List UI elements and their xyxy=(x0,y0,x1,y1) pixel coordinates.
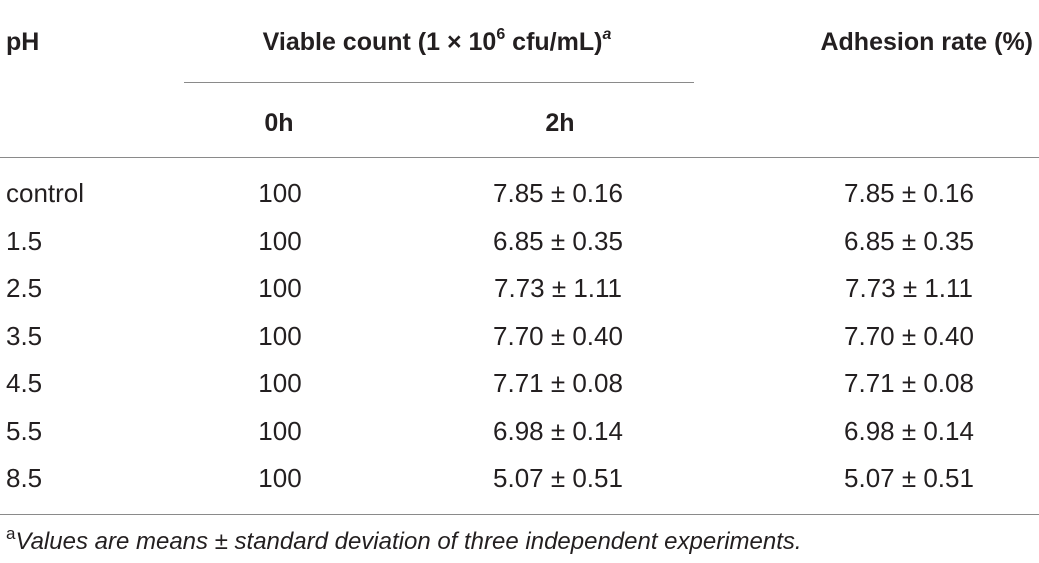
cell-adhesion-rate: 6.98 ± 0.14 xyxy=(844,416,974,446)
header-viable-count: Viable count (1 × 106 cfu/mL)a xyxy=(262,26,612,61)
header-viable-prefix: Viable count (1 × 10 xyxy=(262,28,497,56)
cell-adhesion-rate: 7.70 ± 0.40 xyxy=(844,321,974,351)
header-bottom-rule xyxy=(0,157,1039,158)
cell-0h: 100 xyxy=(258,368,302,398)
cell-adhesion-rate: 6.85 ± 0.35 xyxy=(844,226,974,256)
header-viable-suffix: cfu/mL) xyxy=(505,28,603,56)
footnote-mark: a xyxy=(6,524,16,543)
cell-ph: 2.5 xyxy=(6,273,43,303)
cell-ph: control xyxy=(6,178,85,208)
header-ph: pH xyxy=(6,28,40,56)
cell-2h: 7.70 ± 0.40 xyxy=(493,321,623,351)
header-2h: 2h xyxy=(545,109,575,137)
cell-2h: 6.85 ± 0.35 xyxy=(493,226,623,256)
cell-adhesion-rate: 7.85 ± 0.16 xyxy=(844,178,974,208)
cell-adhesion-rate: 7.71 ± 0.08 xyxy=(844,368,974,398)
cell-0h: 100 xyxy=(258,416,302,446)
cell-ph: 3.5 xyxy=(6,321,43,351)
cell-ph: 8.5 xyxy=(6,463,43,493)
header-viable-footnote-mark: a xyxy=(602,26,612,43)
header-0h: 0h xyxy=(264,109,294,137)
cell-0h: 100 xyxy=(258,226,302,256)
cell-0h: 100 xyxy=(258,273,302,303)
cell-adhesion-rate: 7.73 ± 1.11 xyxy=(845,273,973,303)
cell-2h: 6.98 ± 0.14 xyxy=(493,416,623,446)
cell-2h: 7.71 ± 0.08 xyxy=(493,368,623,398)
header-adhesion-rate: Adhesion rate (%) xyxy=(820,28,1033,56)
footnote: aValues are means ± standard deviation o… xyxy=(6,524,802,559)
cell-ph: 4.5 xyxy=(6,368,43,398)
table-bottom-rule xyxy=(0,514,1039,515)
header-viable-exponent: 6 xyxy=(496,26,506,43)
header-span-rule xyxy=(184,82,694,83)
cell-2h: 7.73 ± 1.11 xyxy=(494,273,622,303)
cell-0h: 100 xyxy=(258,178,302,208)
cell-adhesion-rate: 5.07 ± 0.51 xyxy=(844,463,974,493)
cell-0h: 100 xyxy=(258,321,302,351)
cell-ph: 5.5 xyxy=(6,416,43,446)
cell-2h: 7.85 ± 0.16 xyxy=(493,178,623,208)
footnote-text: Values are means ± standard deviation of… xyxy=(15,528,802,555)
cell-ph: 1.5 xyxy=(6,226,43,256)
cell-2h: 5.07 ± 0.51 xyxy=(493,463,623,493)
cell-0h: 100 xyxy=(258,463,302,493)
